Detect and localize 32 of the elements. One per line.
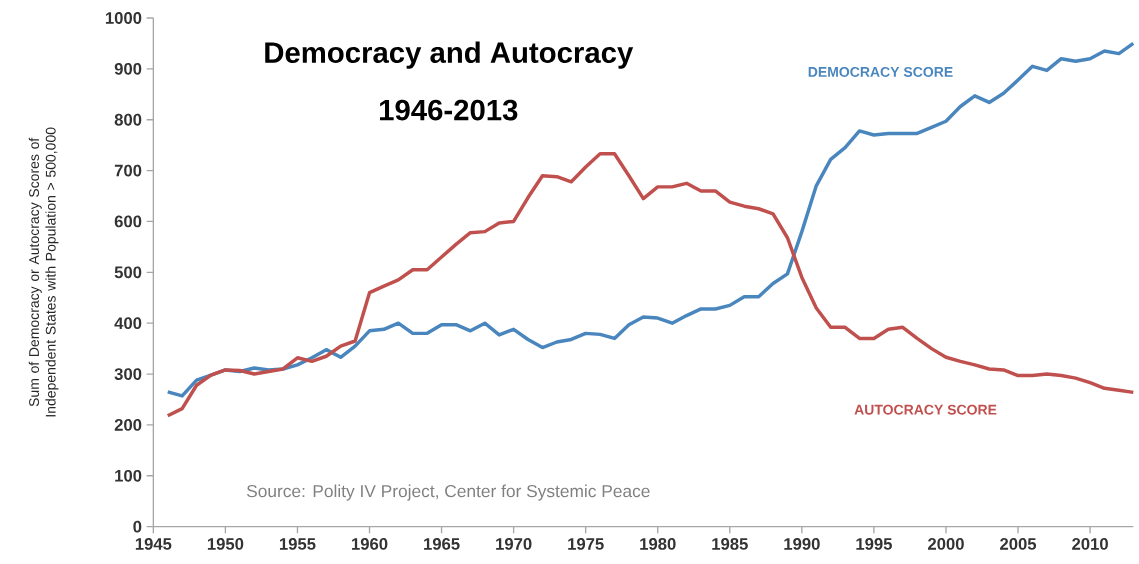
text: Democracy and Autocracy <box>265 41 634 69</box>
x-tick-label: 1990 <box>784 538 820 550</box>
y-tick-label: 800 <box>114 113 142 126</box>
x-tick-label: 2000 <box>928 538 964 550</box>
x-tick-label: 1970 <box>496 538 532 550</box>
y-tick-label: 600 <box>114 215 142 228</box>
x-tick-label: 1950 <box>207 538 244 550</box>
x-tick-label: 1965 <box>424 538 460 550</box>
x-tick-label: 2010 <box>1072 538 1108 550</box>
y-tick-label: 500 <box>114 266 142 279</box>
x-tick-label: 1985 <box>712 538 748 550</box>
x-tick-label: 1955 <box>279 538 316 550</box>
annotation: Source: Polity IV Project, Center for Systemic Peace <box>246 484 650 501</box>
x-tick-label: 2005 <box>1000 538 1037 550</box>
text: DEMOCRACY SCORE <box>808 66 953 77</box>
x-tick-label: 1960 <box>352 538 388 550</box>
x-tick-label: 1980 <box>640 538 676 550</box>
x-tick-label: 1975 <box>568 538 604 550</box>
x-tick-label: 1945 <box>135 538 172 550</box>
y-tick-label: 200 <box>114 419 142 431</box>
y-tick-label: 1000 <box>105 12 142 24</box>
y-tick-label: 900 <box>114 62 142 75</box>
text: AUTOCRACY SCORE <box>854 404 997 415</box>
text: 1946-2013 <box>380 99 518 121</box>
y-tick-label: 0 <box>133 520 142 533</box>
y-axis-title: Sum of Democracy or Autocracy Scores of Independent States with Population > 500,000 <box>28 127 59 417</box>
x-tick-label: 1995 <box>856 538 892 550</box>
y-tick-label: 700 <box>114 164 142 177</box>
y-tick-label: 100 <box>115 469 142 482</box>
y-tick-label: 300 <box>114 368 142 380</box>
line-series <box>166 152 1136 418</box>
y-tick-label: 400 <box>114 317 142 330</box>
